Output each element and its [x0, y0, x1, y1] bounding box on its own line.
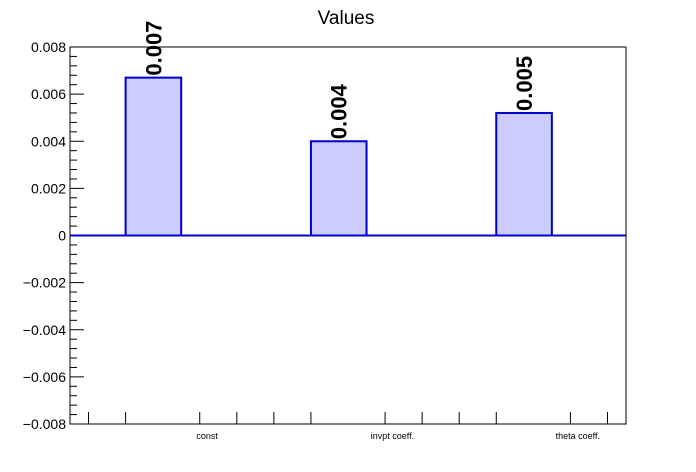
y-tick-label: 0.002 — [31, 180, 66, 196]
x-category-label: invpt coeff. — [371, 431, 414, 441]
y-tick-label: −0.008 — [23, 416, 66, 432]
data-label: 0.004 — [327, 83, 352, 139]
y-tick-label: 0 — [58, 228, 66, 244]
y-tick-label: −0.006 — [23, 369, 66, 385]
bar — [495, 111, 553, 237]
data-label: 0.007 — [141, 21, 166, 76]
y-tick-label: 0.004 — [31, 133, 66, 149]
y-tick-label: −0.002 — [23, 275, 66, 291]
y-tick-label: −0.004 — [23, 322, 66, 338]
bar-series — [124, 76, 553, 237]
x-category-label: const — [196, 431, 218, 441]
bar — [124, 76, 183, 237]
bar — [309, 140, 368, 237]
data-label: 0.005 — [512, 56, 537, 111]
x-axis: const invpt coeff. theta coeff. — [88, 412, 608, 441]
chart-title: Values — [318, 8, 375, 29]
x-category-label: theta coeff. — [556, 431, 600, 441]
y-tick-label: 0.008 — [31, 39, 66, 55]
y-tick-label: 0.006 — [31, 86, 66, 102]
y-axis: 0.008 0.006 0.004 0.002 0 −0.002 −0.004 −0.006 −… — [23, 39, 84, 432]
data-labels: 0.007 0.004 0.005 — [141, 21, 537, 140]
